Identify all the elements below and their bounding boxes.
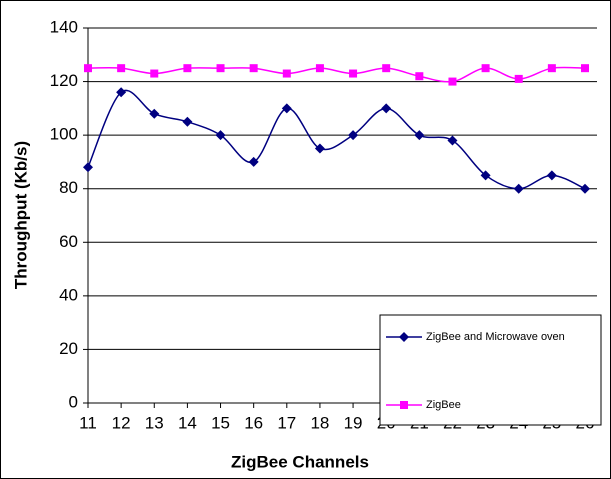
- marker: [281, 103, 292, 114]
- y-tick-label: 80: [59, 178, 78, 197]
- y-tick-label: 140: [50, 17, 78, 36]
- marker: [84, 64, 92, 73]
- marker: [448, 77, 457, 86]
- legend-marker: [399, 332, 409, 342]
- x-tick-label: 18: [310, 413, 329, 432]
- marker: [150, 69, 159, 78]
- y-tick-label: 40: [59, 285, 78, 304]
- legend-label: ZigBee and Microwave oven: [426, 331, 565, 343]
- marker: [249, 64, 258, 73]
- marker: [315, 64, 324, 73]
- marker: [183, 64, 192, 73]
- marker: [546, 170, 557, 181]
- marker: [117, 64, 126, 73]
- marker: [282, 69, 291, 78]
- x-tick-label: 12: [112, 413, 131, 432]
- legend-label: ZigBee: [426, 399, 461, 411]
- marker: [382, 64, 391, 73]
- y-tick-label: 100: [50, 125, 78, 144]
- marker: [580, 183, 590, 194]
- marker: [215, 130, 226, 141]
- x-axis-label: ZigBee Channels: [231, 452, 369, 471]
- series-line: [87, 66, 586, 83]
- legend-marker: [400, 401, 408, 409]
- marker: [414, 130, 425, 141]
- y-axis-label: Throughput (Kb/s): [11, 141, 30, 289]
- marker: [182, 116, 193, 127]
- x-tick-label: 16: [244, 413, 263, 432]
- marker: [314, 143, 325, 154]
- y-tick-label: 120: [50, 71, 78, 90]
- marker: [581, 64, 589, 73]
- x-tick-label: 19: [344, 413, 363, 432]
- marker: [116, 87, 127, 98]
- marker: [547, 64, 556, 73]
- x-tick-label: 13: [145, 413, 164, 432]
- marker: [349, 69, 358, 78]
- series-line: [87, 89, 586, 190]
- marker: [481, 64, 490, 73]
- marker: [248, 156, 259, 167]
- legend-box: [379, 314, 602, 426]
- marker: [348, 130, 359, 141]
- y-tick-label: 20: [59, 339, 78, 358]
- marker: [514, 74, 523, 83]
- marker: [381, 103, 392, 114]
- marker: [415, 72, 424, 81]
- x-tick-label: 14: [178, 413, 197, 432]
- marker: [447, 135, 458, 146]
- x-tick-label: 15: [211, 413, 230, 432]
- marker: [149, 108, 160, 119]
- marker: [480, 170, 491, 181]
- y-tick-label: 60: [59, 232, 78, 251]
- marker: [83, 162, 93, 173]
- marker: [216, 64, 225, 73]
- marker: [513, 183, 524, 194]
- y-tick-label: 0: [69, 392, 78, 411]
- x-tick-label: 11: [79, 413, 97, 432]
- x-tick-label: 17: [277, 413, 296, 432]
